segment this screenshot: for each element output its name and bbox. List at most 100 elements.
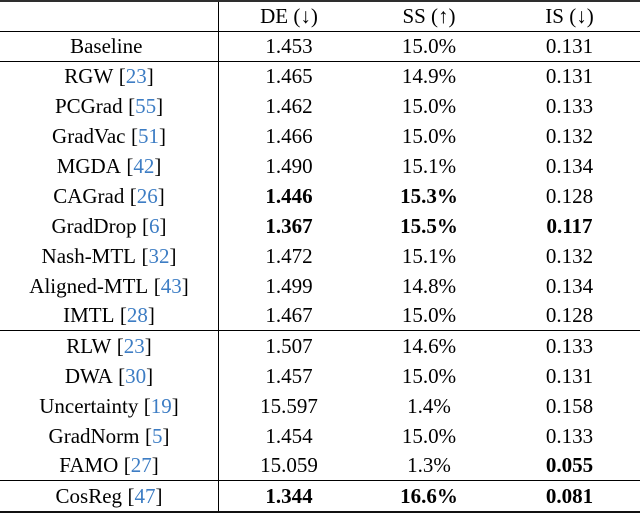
method-cell: Uncertainty[19] [0,391,219,422]
is-value-cell: 0.133 [545,333,594,358]
method-label: CosReg [55,483,123,508]
method-cell: FAMO[27] [0,451,219,482]
citation-link[interactable]: 51 [137,124,159,149]
is-value-cell: 0.133 [545,94,594,119]
method-label: CAGrad [53,184,125,209]
citation-bracket-open: [ [129,184,137,209]
citation-bracket-close: ] [144,333,152,358]
de-value-cell: 1.507 [265,333,313,358]
ss-value-cell: 15.5% [400,214,458,239]
ss-value-cell: 1.4% [407,393,451,418]
method-cell: GradVac[51] [0,121,219,152]
citation-link[interactable]: 6 [149,214,160,239]
is-value-cell: 0.131 [545,363,594,388]
citation-bracket-close: ] [169,244,177,269]
de-value-cell: 1.453 [219,32,359,62]
method-cell: CosReg[47] [0,481,219,511]
is-value-cell: 0.132 [545,124,594,149]
method-label: GradVac [52,124,126,149]
is-value-cell: 0.128 [499,301,640,332]
citation-bracket-close: ] [155,483,163,508]
ss-value-cell: 15.0% [401,94,457,119]
citation-link[interactable]: 55 [135,94,157,119]
de-value-cell: 1.367 [265,214,313,239]
is-value-cell: 0.117 [546,214,593,239]
method-cell: Nash-MTL[32] [0,241,219,272]
de-value-cell: 1.454 [265,423,313,448]
ss-value-cell: 15.0% [401,423,457,448]
citation-bracket-open: [ [118,64,126,89]
method-label: Aligned-MTL [29,273,149,298]
citation-link[interactable]: 32 [148,244,170,269]
ss-value-cell: 15.0% [401,363,457,388]
citation-link[interactable]: 23 [125,64,147,89]
citation-bracket-open: [ [126,154,134,179]
citation-link[interactable]: 23 [123,333,145,358]
citation-bracket-open: [ [153,273,161,298]
citation-bracket-close: ] [154,154,162,179]
citation-bracket-open: [ [123,453,131,478]
is-value-cell: 0.131 [545,64,594,89]
citation-bracket-close: ] [147,303,155,328]
de-value-cell: 1.499 [265,273,313,298]
method-cell: GradNorm[5] [0,421,219,452]
method-cell: RLW[23] [0,331,219,362]
method-label: GradDrop [51,214,137,239]
de-value-cell: 15.597 [260,393,318,418]
column-header-ss: SS (↑) [359,2,499,32]
citation-link[interactable]: 42 [133,154,155,179]
is-value-cell: 0.132 [545,244,594,269]
citation-bracket-open: [ [143,393,151,418]
citation-link[interactable]: 19 [150,393,172,418]
citation-link[interactable]: 47 [134,483,156,508]
method-label: MGDA [56,154,121,179]
method-cell: GradDrop[6] [0,211,219,242]
citation-bracket-close: ] [156,94,164,119]
is-value-cell: 0.158 [545,393,594,418]
citation-bracket-close: ] [151,453,159,478]
method-cell: CAGrad[26] [0,181,219,212]
de-value-cell: 1.344 [265,483,313,508]
citation-bracket-close: ] [146,363,154,388]
de-value-cell: 1.446 [265,184,313,209]
method-cell: Baseline [0,32,219,62]
is-value-cell: 0.081 [545,483,594,508]
ss-value-cell: 15.0% [359,301,499,332]
de-value-cell: 1.490 [265,154,313,179]
citation-link[interactable]: 28 [126,303,148,328]
method-label: Uncertainty [39,393,139,418]
citation-bracket-open: [ [127,483,135,508]
citation-link[interactable]: 27 [130,453,152,478]
citation-bracket-open: [ [144,423,152,448]
ss-value-cell: 14.6% [401,333,457,358]
citation-link[interactable]: 5 [151,423,163,448]
citation-bracket-open: [ [118,363,126,388]
ss-value-cell: 15.3% [400,184,458,209]
de-value-cell: 1.457 [265,363,313,388]
citation-bracket-open: [ [128,94,136,119]
method-label: Nash-MTL [41,244,137,269]
is-value-cell: 0.128 [545,184,594,209]
ss-value-cell: 16.6% [400,483,458,508]
citation-bracket-close: ] [159,214,167,239]
method-label: Baseline [70,33,143,58]
method-cell: IMTL[28] [0,301,219,332]
method-cell: DWA[30] [0,361,219,392]
citation-link[interactable]: 26 [136,184,158,209]
method-label: PCGrad [54,94,123,119]
ss-value-cell: 14.8% [401,273,457,298]
is-value-cell: 0.055 [499,451,640,482]
citation-link[interactable]: 30 [125,363,147,388]
method-label: DWA [64,363,113,388]
citation-link[interactable]: 43 [160,273,182,298]
is-value-cell: 0.131 [499,32,640,62]
ss-value-cell: 15.1% [401,154,457,179]
citation-bracket-open: [ [116,333,124,358]
ss-value-cell: 14.9% [401,64,457,89]
method-cell: RGW[23] [0,61,219,92]
citation-bracket-close: ] [181,273,189,298]
ss-value-cell: 15.0% [401,124,457,149]
column-header-is: IS (↓) [499,2,640,32]
citation-bracket-close: ] [162,423,170,448]
